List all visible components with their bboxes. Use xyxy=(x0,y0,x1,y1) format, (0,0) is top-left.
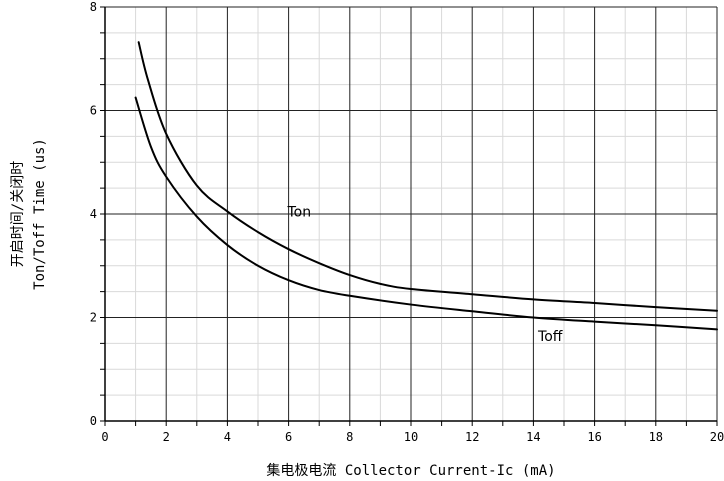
x-tick-label: 8 xyxy=(346,430,353,444)
y-tick-label: 8 xyxy=(90,0,97,14)
x-tick-label: 6 xyxy=(285,430,292,444)
y-axis-title-cn: 开启时间/关闭时 xyxy=(10,161,26,267)
x-tick-label: 0 xyxy=(101,430,108,444)
x-tick-label: 12 xyxy=(465,430,479,444)
y-tick-label: 2 xyxy=(90,311,97,325)
y-axis-title-en: Ton/Toff Time (us) xyxy=(32,138,48,290)
labels: Ton Toff 集电极电流 Collector Current-Ic (mA) 开启… xyxy=(10,138,563,479)
ticks: 0 2 4 6 8 10 12 14 16 18 20 0 2 4 6 8 xyxy=(90,0,724,444)
x-tick-label: 4 xyxy=(224,430,231,444)
y-tick-label: 4 xyxy=(90,207,97,221)
series-line-ton xyxy=(137,41,718,312)
x-tick-label: 16 xyxy=(587,430,601,444)
y-tick-label: 0 xyxy=(90,414,97,428)
series-line-toff xyxy=(134,96,718,331)
x-tick-label: 10 xyxy=(404,430,418,444)
series-label-ton: Ton xyxy=(286,205,311,221)
series-label-toff: Toff xyxy=(537,329,563,345)
x-axis-title: 集电极电流 Collector Current-Ic (mA) xyxy=(266,462,555,479)
y-tick-label: 6 xyxy=(90,104,97,118)
x-tick-label: 14 xyxy=(526,430,540,444)
series-group xyxy=(134,41,718,331)
x-tick-label: 2 xyxy=(163,430,170,444)
x-tick-label: 18 xyxy=(649,430,663,444)
x-tick-label: 20 xyxy=(710,430,724,444)
grid xyxy=(105,6,718,421)
